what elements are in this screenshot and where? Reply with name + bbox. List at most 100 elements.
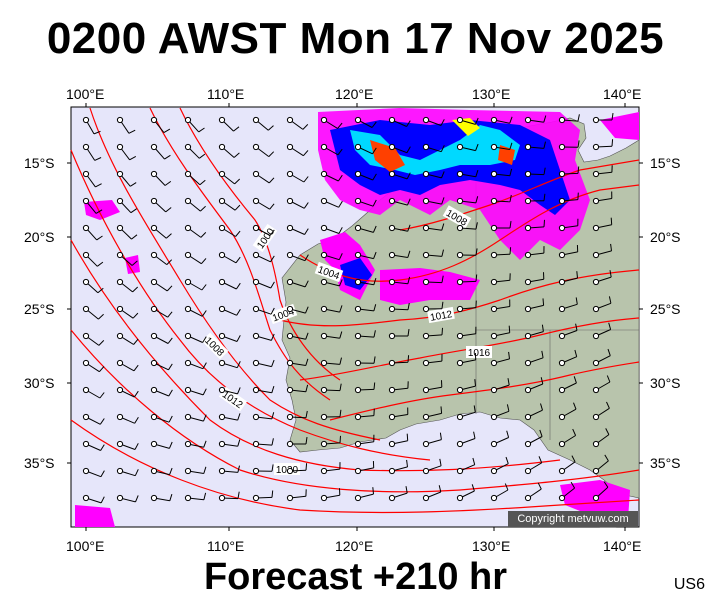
wind-barb-station <box>184 224 192 232</box>
wind-barb-station <box>82 305 90 313</box>
wind-barb-station <box>456 467 464 475</box>
wind-barb-station <box>490 494 498 502</box>
wind-barb-feather <box>93 130 101 135</box>
wind-barb-feather <box>169 467 173 475</box>
wind-barb-feather <box>537 482 542 490</box>
wind-barb-station <box>490 413 498 421</box>
wind-barb-feather <box>339 383 342 391</box>
wind-barb-station <box>422 170 430 178</box>
wind-barb-feather <box>95 209 103 214</box>
wind-barb-station <box>218 116 226 124</box>
wind-barb-station <box>184 386 192 394</box>
wind-barb-feather <box>609 270 612 278</box>
wind-barb-feather <box>603 481 609 488</box>
wind-barb-station <box>82 359 90 367</box>
wind-barb-feather <box>371 121 377 128</box>
wind-barb-feather <box>305 358 309 366</box>
wind-barb-feather <box>134 417 139 424</box>
wind-barb-station <box>388 467 396 475</box>
wind-barb-station <box>150 332 158 340</box>
wind-barb-station <box>456 251 464 259</box>
wind-barb-feather <box>507 378 510 386</box>
wind-barb-station <box>592 413 600 421</box>
wind-barb-station <box>490 386 498 394</box>
wind-barb-station <box>592 305 600 313</box>
wind-barb-feather <box>406 146 411 153</box>
wind-barb-station <box>184 278 192 286</box>
wind-barb-feather <box>509 194 512 202</box>
wind-barb-station <box>456 386 464 394</box>
wind-barb-station <box>422 251 430 259</box>
lat-label-left: 30°S <box>24 375 55 391</box>
wind-barb-feather <box>571 455 576 463</box>
wind-barb-station <box>218 197 226 205</box>
wind-barb-station <box>558 386 566 394</box>
wind-barb-feather <box>200 205 206 212</box>
wind-barb-station <box>558 197 566 205</box>
wind-barb-station <box>320 278 328 286</box>
wind-barb-feather <box>608 322 612 330</box>
wind-barb-feather <box>201 310 207 317</box>
wind-barb-station <box>592 494 600 502</box>
wind-barb-feather <box>237 439 241 447</box>
wind-barb-station <box>320 359 328 367</box>
wind-barb-station <box>354 170 362 178</box>
wind-barb-station <box>116 278 124 286</box>
wind-barb-feather <box>133 364 139 372</box>
wind-barb-feather <box>572 428 577 436</box>
wind-barb-station <box>252 197 260 205</box>
wind-barb-station <box>150 251 158 259</box>
wind-barb-station <box>252 170 260 178</box>
isobar-label: 1016 <box>466 346 492 359</box>
wind-barb-station <box>218 251 226 259</box>
wind-barb-station <box>558 305 566 313</box>
wind-barb-station <box>320 143 328 151</box>
wind-barb-feather <box>509 221 512 229</box>
wind-barb-station <box>252 305 260 313</box>
wind-barb-feather <box>168 441 173 449</box>
wind-barb-station <box>524 170 532 178</box>
wind-barb-feather <box>202 362 207 369</box>
wind-barb-station <box>82 251 90 259</box>
wind-barb-feather <box>407 276 411 284</box>
wind-barb-feather <box>373 356 376 364</box>
wind-barb-feather <box>373 382 376 390</box>
wind-barb-feather <box>165 233 172 239</box>
wind-barb-feather <box>407 329 410 337</box>
wind-barb-feather <box>202 388 207 396</box>
wind-barb-station <box>116 413 124 421</box>
wind-barb-station <box>354 197 362 205</box>
wind-barb-station <box>184 332 192 340</box>
wind-barb-station <box>150 467 158 475</box>
wind-barb-station <box>150 116 158 124</box>
wind-barb-station <box>218 386 226 394</box>
wind-barb-station <box>218 413 226 421</box>
wind-barb-feather <box>474 117 479 125</box>
wind-barb-feather <box>406 172 411 180</box>
wind-barb-feather <box>338 227 343 234</box>
wind-barb-feather <box>130 182 137 187</box>
wind-barb-feather <box>440 119 445 126</box>
wind-barb-station <box>490 116 498 124</box>
wind-barb-feather <box>577 166 580 174</box>
wind-barb-station <box>218 143 226 151</box>
wind-barb-station <box>252 467 260 475</box>
wind-barb-feather <box>508 351 510 359</box>
wind-barb-feather <box>202 336 207 343</box>
wind-barb-feather <box>100 470 105 477</box>
wind-barb-station <box>252 278 260 286</box>
wind-barb-station <box>388 278 396 286</box>
wind-barb-feather <box>167 337 173 344</box>
wind-barb-feather <box>132 312 139 319</box>
wind-barb-feather <box>267 125 274 131</box>
wind-barb-station <box>592 440 600 448</box>
wind-barb-feather <box>199 179 206 186</box>
wind-barb-station <box>252 413 260 421</box>
wind-barb-station <box>184 440 192 448</box>
wind-barb-station <box>490 305 498 313</box>
wind-barb-station <box>252 494 260 502</box>
wind-barb-station <box>524 116 532 124</box>
wind-barb-feather <box>339 331 343 339</box>
wind-barb-feather <box>271 490 274 498</box>
